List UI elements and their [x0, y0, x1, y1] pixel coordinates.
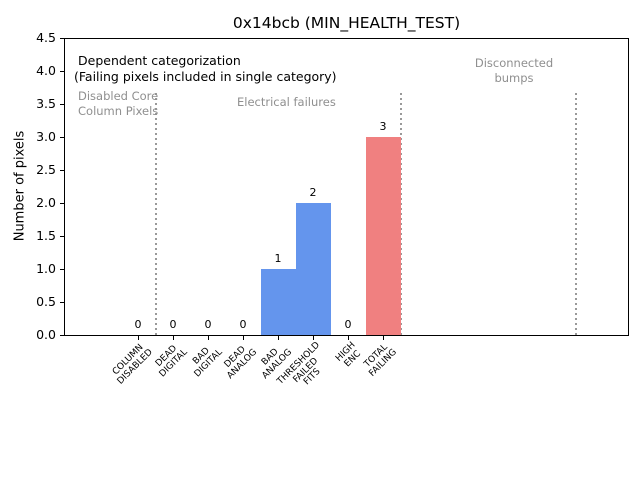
x-tick-mark	[173, 336, 174, 340]
y-tick-label: 0.0	[36, 327, 56, 342]
y-tick-label: 0.5	[36, 294, 56, 309]
y-tick-mark	[60, 170, 64, 171]
x-tick-mark	[243, 336, 244, 340]
bar-value-label: 2	[309, 186, 317, 199]
y-tick-mark	[60, 71, 64, 72]
failing-pixels-note: (Failing pixels included in single categ…	[74, 69, 337, 84]
y-axis-label: Number of pixels	[12, 130, 28, 242]
y-tick-mark	[60, 38, 64, 39]
bar-value-label: 0	[344, 318, 352, 331]
chart-title: 0x14bcb (MIN_HEALTH_TEST)	[232, 14, 461, 32]
bar-threshold-failed-fits	[295, 203, 331, 335]
section-separator-line	[154, 93, 157, 335]
x-tick-label: BAD DIGITAL	[191, 345, 225, 379]
section-label-electrical-failures: Electrical failures	[237, 95, 336, 109]
y-tick-label: 2.0	[36, 195, 56, 210]
section-label-disconnected-bumps: Disconnected bumps	[474, 56, 554, 85]
y-tick-mark	[60, 236, 64, 237]
x-tick-mark	[208, 336, 209, 340]
section-label-disabled-core: Disabled Core Column Pixels	[78, 89, 159, 118]
x-tick-mark	[278, 336, 279, 340]
x-tick-mark	[348, 336, 349, 340]
y-tick-label: 1.5	[36, 228, 56, 243]
y-tick-label: 2.5	[36, 162, 56, 177]
y-tick-label: 3.0	[36, 129, 56, 144]
y-tick-label: 3.5	[36, 96, 56, 111]
y-tick-mark	[60, 137, 64, 138]
bar-value-label: 0	[204, 318, 212, 331]
plot-area	[64, 38, 629, 336]
dependent-categorization-note: Dependent categorization	[78, 53, 241, 68]
x-tick-label: TOTAL FAILING	[362, 342, 400, 379]
bar-value-label: 0	[169, 318, 177, 331]
section-separator-line	[399, 93, 402, 335]
x-tick-label: DEAD DIGITAL	[153, 343, 190, 379]
x-tick-mark	[313, 336, 314, 340]
x-tick-label: DEAD ANALOG	[222, 344, 260, 381]
y-tick-mark	[60, 269, 64, 270]
x-tick-mark	[383, 336, 384, 340]
y-tick-label: 4.0	[36, 63, 56, 78]
y-tick-mark	[60, 335, 64, 336]
bar-value-label: 0	[239, 318, 247, 331]
y-tick-mark	[60, 203, 64, 204]
y-tick-mark	[60, 302, 64, 303]
bar-total-failing	[365, 137, 401, 335]
y-tick-label: 1.0	[36, 261, 56, 276]
bar-value-label: 1	[274, 252, 282, 265]
x-tick-label: COLUMN DISABLED	[110, 342, 155, 387]
x-tick-label: HIGH ENC	[333, 340, 363, 369]
section-separator-line	[574, 93, 577, 335]
bar-bad-analog	[260, 269, 296, 335]
bar-value-label: 0	[134, 318, 142, 331]
x-tick-mark	[138, 336, 139, 340]
y-tick-label: 4.5	[36, 30, 56, 45]
y-tick-mark	[60, 104, 64, 105]
bar-value-label: 3	[379, 120, 387, 133]
